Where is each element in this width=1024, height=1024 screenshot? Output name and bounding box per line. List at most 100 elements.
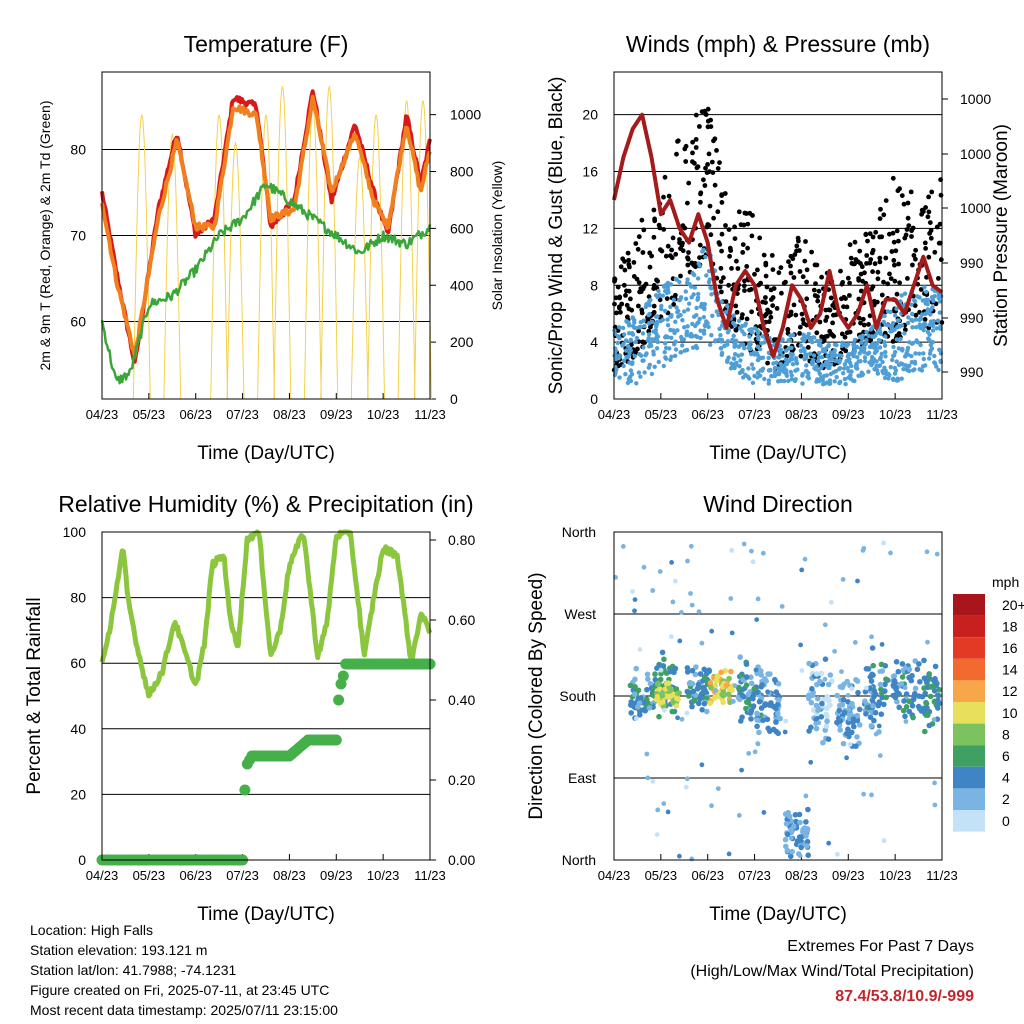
direction-point: [796, 811, 803, 818]
gust-point: [883, 198, 889, 204]
direction-point: [869, 634, 874, 640]
direction-point: [847, 742, 853, 747]
wind-point: [661, 363, 666, 369]
direction-point: [917, 679, 923, 685]
wind-point: [662, 350, 667, 355]
wind-point: [898, 361, 904, 366]
gust-point: [697, 124, 702, 129]
gust-point: [639, 310, 645, 316]
wind-point: [701, 315, 706, 320]
gust-point: [827, 307, 833, 313]
direction-point: [740, 677, 745, 683]
wind-point: [827, 378, 833, 383]
direction-point: [861, 791, 866, 797]
direction-point: [881, 540, 886, 546]
gust-point: [693, 137, 699, 142]
wind-point: [869, 344, 874, 350]
direction-point: [791, 823, 797, 830]
wind-point: [755, 344, 760, 349]
direction-point: [642, 700, 647, 705]
direction-point: [805, 806, 811, 813]
y-tick-label: 20: [70, 786, 86, 802]
insolation-peak: [257, 114, 275, 400]
wind-point: [909, 353, 914, 359]
x-tick-label: 09/23: [320, 407, 353, 422]
gust-point: [899, 193, 905, 199]
direction-point: [684, 688, 691, 695]
y-tick-label: East: [568, 770, 596, 786]
direction-point: [924, 549, 930, 555]
gust-point: [732, 236, 738, 242]
direction-point: [729, 630, 735, 636]
gust-point: [870, 284, 876, 290]
direction-point: [707, 680, 714, 686]
chart-title: Winds (mph) & Pressure (mb): [626, 31, 930, 57]
wind-point: [923, 289, 929, 295]
direction-point: [869, 792, 874, 798]
direction-point: [896, 691, 902, 697]
wind-point: [877, 338, 882, 343]
direction-point: [777, 715, 783, 722]
wind-point: [923, 363, 928, 368]
x-tick-label: 04/23: [86, 868, 119, 883]
gust-point: [624, 288, 629, 294]
gust-point: [763, 295, 768, 300]
direction-point: [789, 848, 795, 855]
wind-point: [620, 343, 625, 348]
y-right-tick-label: 0.60: [448, 612, 475, 628]
legend-swatch: [953, 658, 985, 681]
direction-points: [613, 540, 943, 862]
direction-point: [813, 725, 820, 732]
wind-point: [817, 379, 822, 384]
direction-point: [823, 711, 829, 718]
wind-point: [636, 370, 642, 375]
direction-point: [868, 678, 875, 684]
direction-point: [693, 664, 699, 670]
direction-point: [665, 680, 672, 686]
wind-point: [616, 356, 621, 361]
wind-point: [682, 325, 687, 330]
legend-swatch: [953, 766, 985, 789]
direction-point: [753, 667, 759, 673]
wind-point: [663, 335, 668, 340]
gust-point: [671, 302, 677, 307]
gust-point: [747, 210, 753, 216]
gust-point: [797, 331, 802, 336]
direction-point: [808, 759, 814, 765]
direction-point: [845, 726, 851, 732]
y-right-tick-label: 0: [450, 391, 458, 407]
wind-point: [695, 297, 700, 302]
x-axis-label: Time (Day/UTC): [197, 443, 335, 464]
wind-point: [676, 308, 681, 314]
direction-point: [755, 741, 761, 747]
direction-point: [863, 711, 869, 717]
direction-point: [684, 669, 691, 675]
wind-point: [804, 363, 809, 368]
wind-point: [719, 337, 725, 343]
gust-point: [866, 322, 871, 327]
wind-point: [894, 337, 899, 342]
wind-point: [891, 353, 896, 359]
wind-point: [870, 341, 876, 346]
gust-point: [860, 316, 866, 322]
wind-point: [786, 338, 791, 343]
y-tick-label: South: [559, 688, 596, 704]
direction-point: [644, 671, 651, 678]
x-tick-label: 11/23: [414, 868, 446, 883]
direction-point: [917, 706, 923, 712]
direction-point: [827, 672, 834, 678]
gust-point: [690, 139, 695, 145]
x-tick-label: 07/23: [738, 868, 771, 883]
wind-point: [752, 373, 757, 379]
wind-point: [937, 299, 943, 304]
wind-point: [683, 289, 688, 294]
gust-point: [794, 243, 800, 249]
gust-point: [704, 224, 710, 230]
gust-point: [629, 342, 634, 348]
direction-point: [923, 700, 930, 707]
direction-point: [750, 559, 756, 565]
gust-point: [620, 256, 626, 262]
wind-point: [888, 365, 893, 370]
direction-point: [696, 609, 702, 615]
gust-point: [803, 239, 808, 244]
